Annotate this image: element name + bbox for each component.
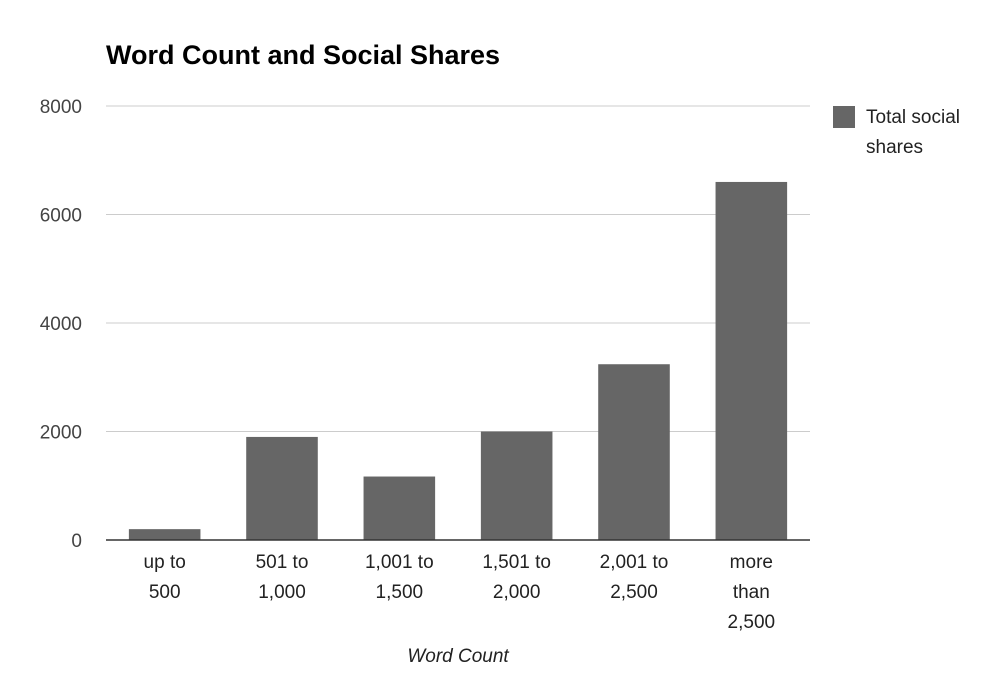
- gridlines: [106, 105, 810, 432]
- y-tick-label: 6000: [40, 206, 82, 227]
- x-tick-label: 501 to 1,000: [256, 552, 309, 603]
- y-axis-ticks: 0 2000 4000 6000 8000: [40, 97, 82, 552]
- bar: [715, 181, 788, 540]
- bar: [363, 476, 436, 540]
- legend-label: Total social shares: [866, 107, 960, 158]
- x-tick-label: 1,001 to 1,500: [365, 552, 434, 603]
- legend: Total social shares: [833, 106, 960, 158]
- legend-swatch: [833, 106, 855, 128]
- bar: [480, 431, 553, 540]
- bar: [598, 364, 670, 540]
- y-tick-label: 0: [71, 531, 82, 552]
- y-tick-label: 2000: [40, 423, 82, 444]
- x-tick-label: 2,001 to 2,500: [600, 552, 669, 603]
- x-axis-title: Word Count: [407, 646, 509, 667]
- bar: [128, 529, 201, 540]
- y-tick-label: 4000: [40, 314, 82, 335]
- bar: [246, 436, 318, 540]
- chart-title: Word Count and Social Shares: [106, 40, 500, 70]
- x-tick-label: up to 500: [144, 552, 186, 603]
- y-tick-label: 8000: [40, 97, 82, 118]
- bars: [128, 181, 788, 540]
- x-axis-labels: up to 500 501 to 1,000 1,001 to 1,500 1,501 to…: [144, 552, 776, 633]
- x-tick-label: 1,501 to 2,000: [482, 552, 551, 603]
- x-tick-label: more than 2,500: [728, 552, 776, 633]
